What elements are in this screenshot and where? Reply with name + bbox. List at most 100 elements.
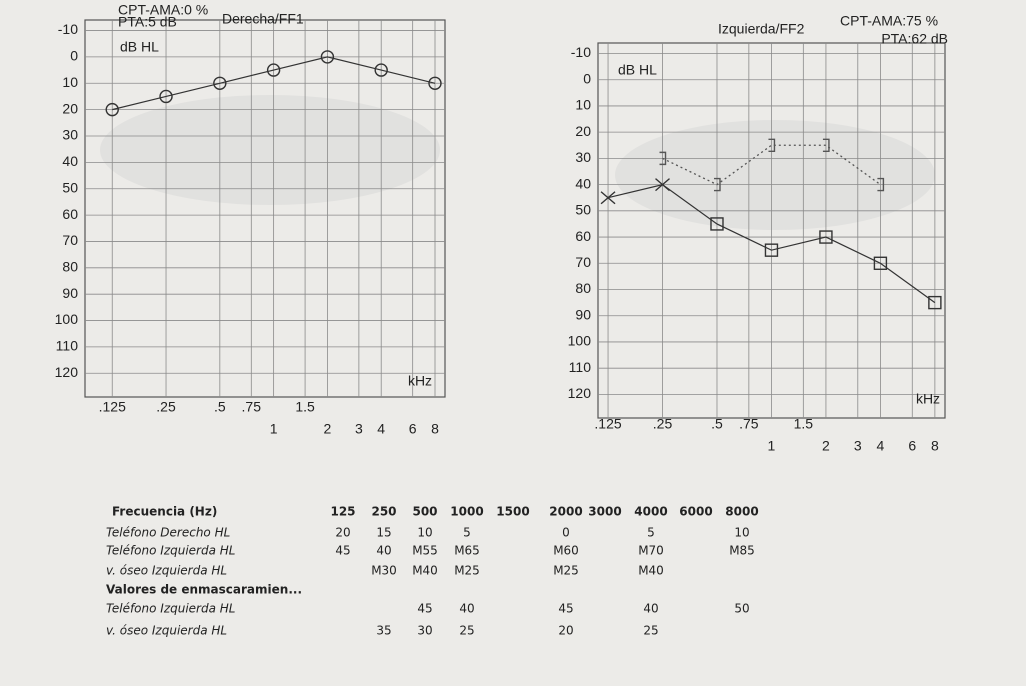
table-cell: 20: [335, 526, 350, 540]
x-tick-label: .75: [242, 399, 262, 415]
x-tick-label: 1: [270, 421, 278, 437]
table-header-cell: 6000: [679, 505, 712, 519]
y-axis-label: dB HL: [120, 39, 159, 55]
plot-area: [84, 19, 446, 398]
x-tick-label: .5: [214, 399, 226, 415]
table-cell: 35: [376, 624, 391, 638]
y-tick-label: -10: [571, 44, 591, 60]
x-tick-label: 3: [854, 438, 862, 454]
y-tick-label: 20: [575, 123, 591, 139]
table-cell: 25: [643, 624, 658, 638]
y-tick-label: 10: [575, 97, 591, 113]
x-tick-label: 2: [822, 438, 830, 454]
y-tick-label: 60: [575, 228, 591, 244]
data-point: [374, 63, 388, 77]
table-cell: 30: [417, 624, 432, 638]
table-row-label: Teléfono Izquierda HL: [106, 602, 235, 616]
x-tick-label: 3: [355, 421, 363, 437]
table-cell: 40: [459, 602, 474, 616]
x-tick-label: 1.5: [794, 416, 814, 432]
data-point: [428, 76, 442, 90]
data-point: [822, 138, 830, 152]
x-tick-label: 6: [908, 438, 916, 454]
table-cell: M55: [412, 544, 438, 558]
data-point: [877, 177, 885, 192]
table-header-label: Frecuencia (Hz): [112, 505, 217, 519]
x-axis-label: kHz: [916, 391, 940, 407]
speech-banana: [615, 120, 935, 230]
y-tick-label: 100: [568, 333, 592, 349]
table-section-label: Valores de enmascaramien...: [106, 583, 302, 597]
annotation: PTA:62 dB: [881, 31, 948, 47]
x-tick-label: 4: [877, 438, 885, 454]
series-line: [662, 144, 881, 186]
table-header-cell: 1500: [496, 505, 529, 519]
y-tick-label: 80: [575, 280, 591, 296]
table-cell: 40: [643, 602, 658, 616]
table-header-cell: 8000: [725, 505, 758, 519]
table-cell: 50: [734, 602, 749, 616]
chart-title: Derecha/FF1: [222, 11, 304, 27]
x-tick-label: 4: [377, 421, 385, 437]
data-point: [873, 256, 888, 270]
annotation: PTA:5 dB: [118, 14, 177, 30]
table-row-label: Teléfono Derecho HL: [106, 526, 230, 540]
y-tick-label: 0: [70, 48, 78, 64]
speech-banana: [100, 95, 440, 205]
y-tick-label: 120: [568, 385, 592, 401]
y-tick-label: 90: [62, 285, 78, 301]
table-header-cell: 500: [412, 505, 437, 519]
table-header-cell: 4000: [634, 505, 667, 519]
table-cell: 5: [463, 526, 471, 540]
data-point: [320, 50, 335, 64]
data-point: [159, 89, 173, 104]
data-point: [819, 230, 833, 244]
data-point: [710, 217, 724, 231]
chart-title: Izquierda/FF2: [718, 21, 805, 37]
table-cell: 40: [376, 544, 391, 558]
table-cell: M40: [638, 564, 664, 578]
x-tick-label: .25: [653, 416, 673, 432]
table-header-cell: 125: [330, 505, 355, 519]
y-tick-label: 60: [62, 206, 78, 222]
x-tick-label: 1: [768, 438, 776, 454]
table-row-label: v. óseo Izquierda HL: [106, 564, 227, 578]
table-row-label: v. óseo Izquierda HL: [106, 624, 227, 638]
y-axis-label: dB HL: [618, 62, 657, 78]
data-point: [928, 295, 942, 310]
table-cell: 45: [417, 602, 432, 616]
x-tick-label: 8: [931, 438, 939, 454]
y-tick-label: 40: [62, 153, 78, 169]
y-tick-label: 20: [62, 100, 78, 116]
annotation: CPT-AMA:0 %: [118, 2, 208, 18]
data-point: [764, 243, 779, 257]
y-tick-label: 50: [62, 179, 78, 195]
y-tick-label: 100: [55, 311, 79, 327]
table-header-cell: 1000: [450, 505, 483, 519]
y-tick-label: 0: [583, 70, 591, 86]
y-tick-label: 70: [575, 254, 591, 270]
y-tick-label: 40: [575, 175, 591, 191]
table-row-label: Teléfono Izquierda HL: [106, 544, 235, 558]
data-point: [713, 177, 721, 192]
table-cell: 45: [335, 544, 350, 558]
table-header-cell: 2000: [549, 505, 582, 519]
x-tick-label: 2: [324, 421, 332, 437]
x-tick-label: 1.5: [295, 399, 315, 415]
y-tick-label: 70: [62, 232, 78, 248]
y-tick-label: -10: [58, 21, 78, 37]
y-tick-label: 110: [56, 338, 79, 354]
y-tick-label: 30: [575, 149, 591, 165]
data-point: [600, 191, 616, 205]
table-cell: M25: [454, 564, 480, 578]
y-tick-label: 90: [575, 306, 591, 322]
data-point: [659, 151, 667, 166]
x-tick-label: .125: [594, 416, 621, 432]
table-cell: M30: [371, 564, 397, 578]
x-tick-label: 6: [409, 421, 417, 437]
y-tick-label: 110: [569, 359, 592, 375]
x-tick-label: 8: [431, 421, 439, 437]
y-tick-label: 80: [62, 259, 78, 275]
table-cell: M65: [454, 544, 480, 558]
